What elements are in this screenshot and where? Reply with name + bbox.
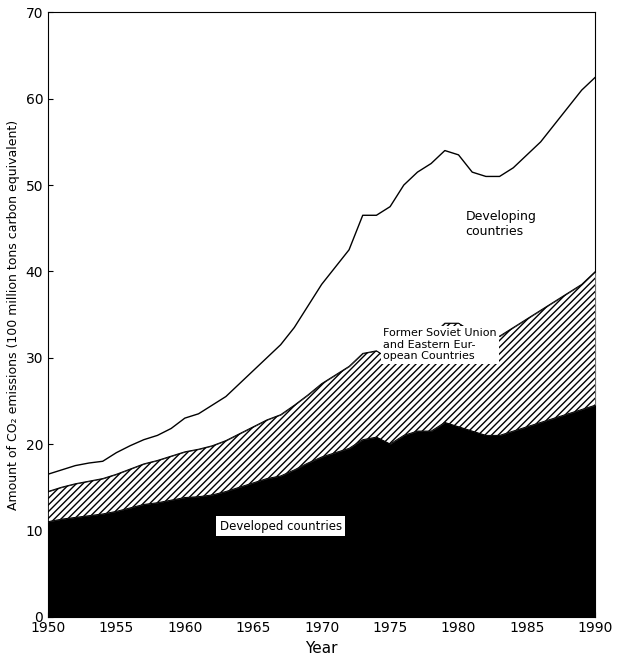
X-axis label: Year: Year bbox=[306, 641, 338, 656]
Y-axis label: Amount of CO₂ emissions (100 million tons carbon equivalent): Amount of CO₂ emissions (100 million ton… bbox=[7, 119, 20, 510]
Text: Developing
countries: Developing countries bbox=[466, 210, 536, 238]
Text: Former Soviet Union
and Eastern Eur-
opean Countries: Former Soviet Union and Eastern Eur- ope… bbox=[383, 328, 497, 361]
Text: Developed countries: Developed countries bbox=[219, 520, 342, 532]
